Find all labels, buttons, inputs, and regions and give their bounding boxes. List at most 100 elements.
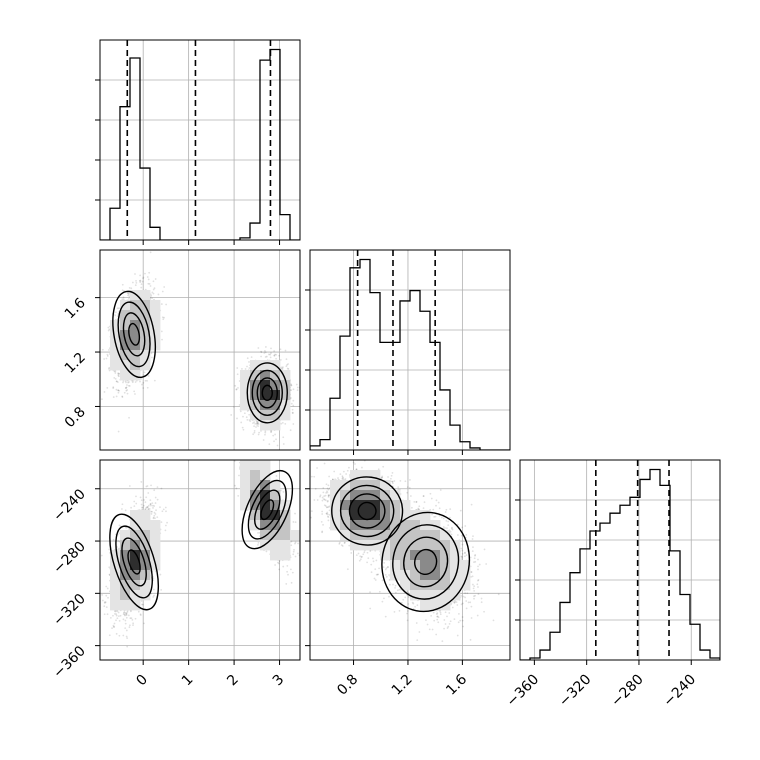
density-cell <box>120 530 131 541</box>
density-cell <box>410 530 421 541</box>
contour-line <box>381 511 471 613</box>
density-cell <box>140 310 151 321</box>
density-cell <box>350 530 361 541</box>
density-cell <box>280 410 291 421</box>
density-cell <box>380 480 391 491</box>
density-cell <box>240 390 251 401</box>
density-cell <box>410 580 421 591</box>
density-cell <box>250 500 261 511</box>
density-cell <box>110 590 121 601</box>
density-cell <box>270 500 281 511</box>
density-cell <box>130 600 141 611</box>
density-panel-0-1 <box>100 250 300 450</box>
density-cell <box>420 510 431 521</box>
density-cell <box>340 510 351 521</box>
density-cell <box>440 580 451 591</box>
histogram-bin <box>650 470 660 660</box>
density-cell <box>410 520 421 531</box>
histogram-panel-1 <box>310 250 510 450</box>
density-cell <box>400 580 411 591</box>
density-cell <box>390 550 401 561</box>
histogram-bin <box>680 595 690 660</box>
contour-line <box>112 290 156 379</box>
density-cell <box>350 500 361 511</box>
density-cell <box>140 540 151 551</box>
histogram-1 <box>310 258 510 450</box>
density-cell <box>250 390 261 401</box>
density-cell <box>140 340 151 351</box>
contour-line <box>357 501 377 521</box>
contour-line <box>392 524 460 600</box>
contour-line <box>251 369 283 417</box>
density-cell <box>380 520 391 531</box>
density-cell <box>110 360 121 371</box>
density-cell <box>250 410 261 421</box>
density-cell <box>400 540 411 551</box>
density-cell <box>260 400 271 411</box>
tick-label: −360 <box>504 672 543 711</box>
histogram-bin <box>250 223 260 240</box>
density-cell <box>140 580 151 591</box>
contour-line <box>256 377 278 409</box>
contour-line <box>247 479 287 540</box>
tick-label: 1 <box>179 672 197 690</box>
density-cell <box>350 520 361 531</box>
density-cell <box>390 570 401 581</box>
histogram-bin <box>700 650 710 660</box>
density-cell <box>270 400 281 411</box>
contour-line <box>254 489 281 530</box>
density-cell <box>270 480 281 491</box>
density-cell <box>280 380 291 391</box>
density-cell <box>360 490 371 501</box>
histogram-bin <box>580 549 590 660</box>
density-cell <box>270 390 281 401</box>
density-cell <box>430 570 441 581</box>
density-cell <box>250 490 261 501</box>
density-cell <box>430 600 441 611</box>
density-cell <box>400 570 411 581</box>
density-cell <box>110 550 121 561</box>
density-cell <box>140 320 151 331</box>
density-cell <box>390 560 401 571</box>
density-panel-1-2 <box>310 460 510 660</box>
density-cell <box>430 590 441 601</box>
density-cell <box>260 510 271 521</box>
tick-label: 1.6 <box>443 671 470 698</box>
histogram-bin <box>410 291 420 450</box>
density-cell <box>120 540 131 551</box>
contour-line <box>117 301 151 368</box>
contour-line <box>115 525 153 599</box>
density-cell <box>120 310 131 321</box>
density-cell <box>130 550 141 561</box>
density-cell <box>410 590 421 601</box>
density-cell <box>400 510 411 521</box>
density-cell <box>430 530 441 541</box>
density-cell <box>390 520 401 531</box>
density-cell <box>380 490 391 501</box>
density-cell <box>140 510 151 521</box>
histogram-bin <box>150 227 160 240</box>
histogram-bin <box>420 311 430 450</box>
histogram-bin <box>130 58 140 240</box>
density-cell <box>280 530 291 541</box>
tick-label: −240 <box>661 672 700 711</box>
contour-line <box>128 322 141 346</box>
contour-line <box>122 312 146 357</box>
density-cell <box>240 370 251 381</box>
density-cell <box>120 300 131 311</box>
density-cell <box>380 510 391 521</box>
density-cell <box>280 510 291 521</box>
tick-label: 1.2 <box>389 672 416 699</box>
density-cell <box>130 510 141 521</box>
density-cell <box>130 330 141 341</box>
contour-line <box>348 493 386 529</box>
density-cell <box>130 290 141 301</box>
density-cell <box>120 550 131 561</box>
density-cell <box>420 590 431 601</box>
tick-label: 0 <box>133 672 151 690</box>
density-cell <box>390 500 401 511</box>
histogram-bin <box>640 479 650 660</box>
density-cell <box>240 480 251 491</box>
tick-label: −320 <box>50 591 89 630</box>
